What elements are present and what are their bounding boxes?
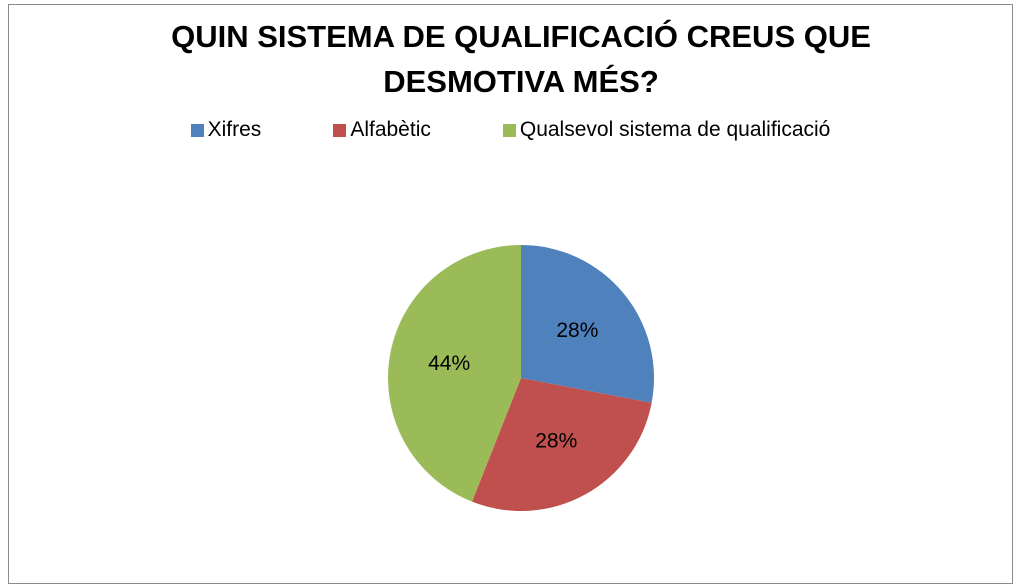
legend-label: Xifres: [207, 118, 262, 141]
legend-swatch: [502, 123, 516, 137]
chart: 28% 28% 44%: [387, 245, 655, 511]
legend-item: Xifres: [190, 118, 262, 142]
pie-slice: [387, 245, 521, 502]
legend-swatch: [333, 123, 347, 137]
legend-item: Qualsevol sistema de qualificació: [502, 118, 831, 142]
chart-title: QUIN SISTEMA DE QUALIFICACIÓ CREUS QUE D…: [171, 19, 871, 99]
legend-item: Alfabètic: [333, 118, 431, 142]
legend-label: Alfabètic: [350, 118, 431, 141]
data-label: 28%: [535, 430, 577, 453]
data-label: 28%: [556, 319, 598, 342]
legend-label: Qualsevol sistema de qualificació: [519, 118, 831, 141]
pie-slice: [521, 245, 655, 403]
legend-swatch: [190, 123, 204, 137]
pie-slice: [472, 378, 652, 511]
data-label: 44%: [428, 352, 470, 375]
legend: Xifres Alfabètic Qualsevol sistema de qual…: [0, 118, 1021, 142]
page: {"chart_data": {"type": "pie", "title": …: [0, 4, 1021, 584]
